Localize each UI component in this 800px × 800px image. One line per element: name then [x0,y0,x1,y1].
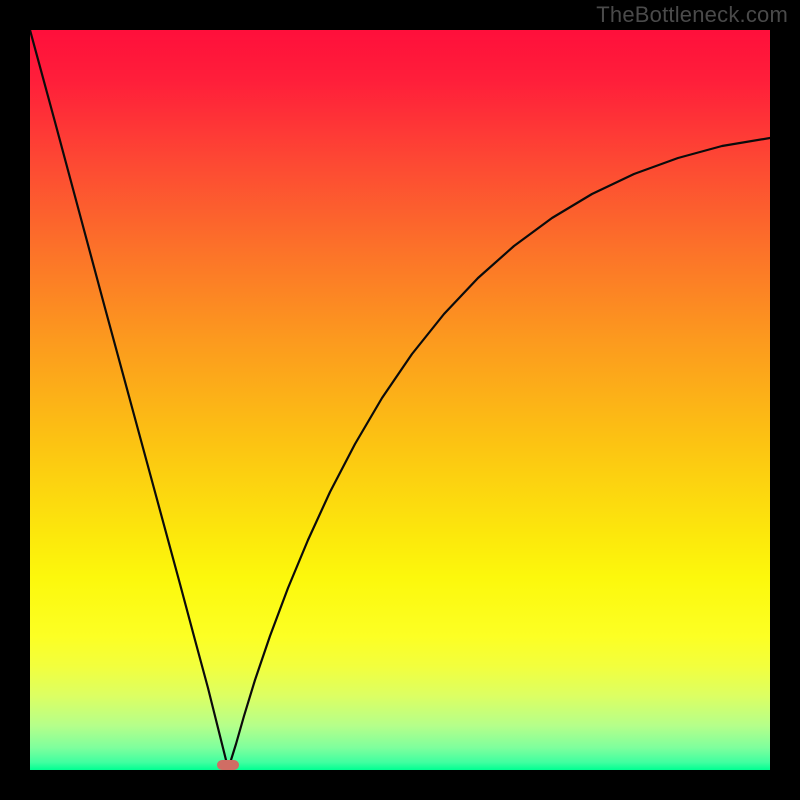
watermark-text: TheBottleneck.com [596,2,788,28]
chart-area [30,30,770,770]
chart-svg [30,30,770,770]
outer-frame: TheBottleneck.com [0,0,800,800]
chart-background [30,30,770,770]
minimum-marker [217,760,239,770]
